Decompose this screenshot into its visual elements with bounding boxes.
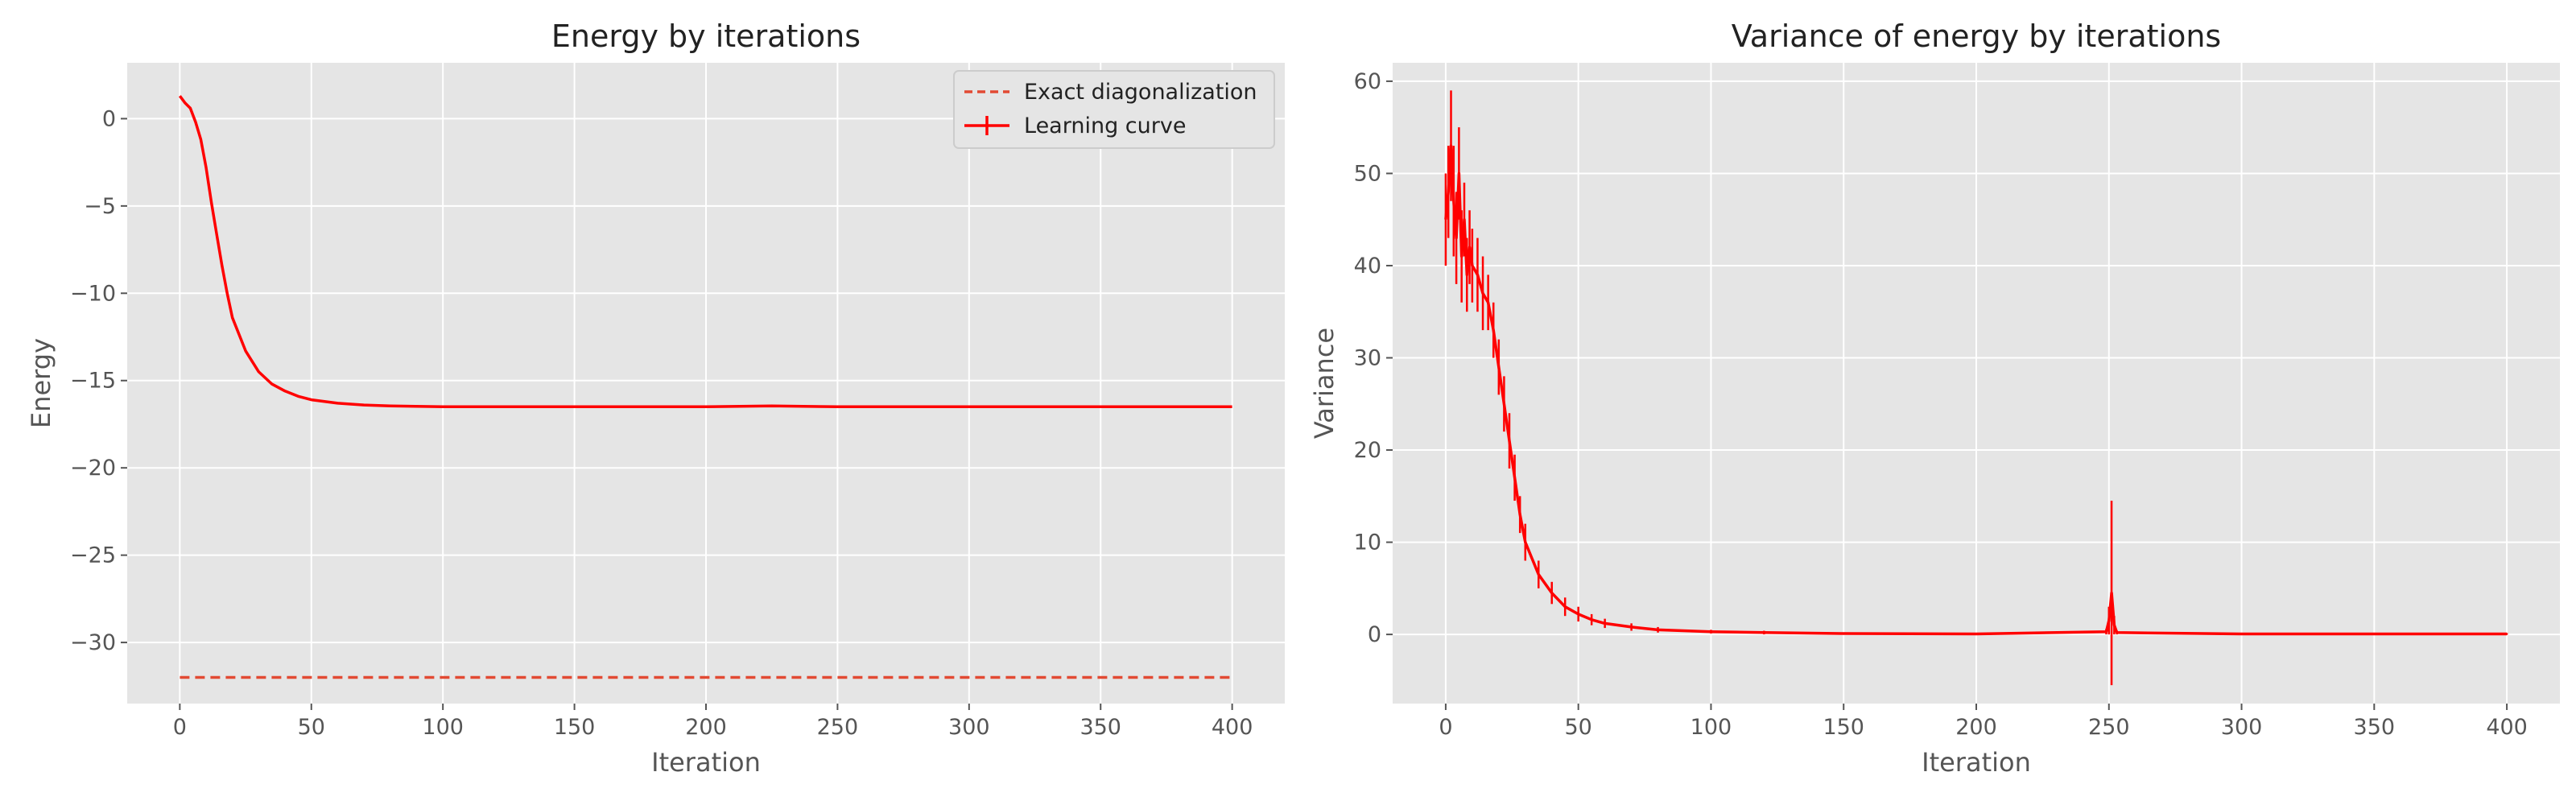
x-tick-label: 100	[422, 715, 464, 740]
variance-series	[1444, 90, 2508, 686]
x-tick-label: 400	[2486, 715, 2528, 740]
y-tick-label: 60	[1354, 69, 1381, 94]
energy-y-ticks: 0 −5 −10 −15 −20 −25 −30	[70, 106, 127, 655]
x-tick-label: 250	[2088, 715, 2130, 740]
x-tick-label: 350	[2354, 715, 2396, 740]
x-tick-label: 350	[1080, 715, 1121, 740]
x-tick-label: 0	[173, 715, 187, 740]
y-tick-label: 40	[1354, 254, 1381, 279]
x-tick-label: 200	[685, 715, 727, 740]
y-tick-label: 20	[1354, 438, 1381, 463]
energy-series	[178, 95, 1232, 679]
energy-chart-title: Energy by iterations	[551, 19, 861, 54]
y-tick-label: 30	[1354, 346, 1381, 371]
x-tick-label: 150	[1823, 715, 1864, 740]
y-tick-label: −25	[70, 543, 116, 568]
y-tick-label: −5	[84, 194, 116, 219]
x-tick-label: 50	[298, 715, 325, 740]
energy-chart: 0 50 100 150 200 250 300 350 400 0 −5 −10 −15 −20 −25…	[26, 19, 1285, 778]
x-tick-label: 0	[1439, 715, 1452, 740]
variance-y-axis-label: Variance	[1309, 328, 1340, 439]
x-tick-label: 100	[1690, 715, 1732, 740]
x-tick-label: 50	[1565, 715, 1592, 740]
y-tick-label: 0	[1368, 622, 1381, 647]
learning-curve-line	[178, 95, 1232, 409]
variance-chart: 0 50 100 150 200 250 300 350 400 0 10 20 30 40 50 60 V…	[1309, 19, 2560, 778]
y-tick-label: −10	[70, 281, 116, 306]
x-tick-label: 400	[1212, 715, 1253, 740]
x-tick-label: 200	[1955, 715, 1997, 740]
y-tick-label: 50	[1354, 161, 1381, 186]
energy-y-axis-label: Energy	[26, 338, 56, 428]
x-tick-label: 250	[817, 715, 859, 740]
y-tick-label: −30	[70, 630, 116, 655]
energy-x-axis-label: Iteration	[651, 747, 761, 778]
y-tick-label: −15	[70, 369, 116, 394]
x-tick-label: 300	[2221, 715, 2263, 740]
variance-grid	[1393, 63, 2560, 704]
legend-exact-label: Exact diagonalization	[1024, 80, 1257, 105]
y-tick-label: 0	[102, 106, 116, 131]
variance-chart-title: Variance of energy by iterations	[1732, 19, 2221, 54]
x-tick-label: 300	[948, 715, 990, 740]
y-tick-label: −20	[70, 456, 116, 481]
x-tick-label: 150	[554, 715, 596, 740]
variance-y-ticks: 0 10 20 30 40 50 60	[1354, 69, 1393, 647]
variance-x-ticks: 0 50 100 150 200 250 300 350 400	[1439, 704, 2528, 740]
legend-box	[953, 70, 1275, 149]
legend-learning-label: Learning curve	[1024, 114, 1186, 138]
variance-x-axis-label: Iteration	[1922, 747, 2031, 778]
energy-x-ticks: 0 50 100 150 200 250 300 350 400	[173, 704, 1253, 740]
legend: Exact diagonalization Learning curve	[953, 70, 1275, 149]
y-tick-label: 10	[1354, 530, 1381, 555]
